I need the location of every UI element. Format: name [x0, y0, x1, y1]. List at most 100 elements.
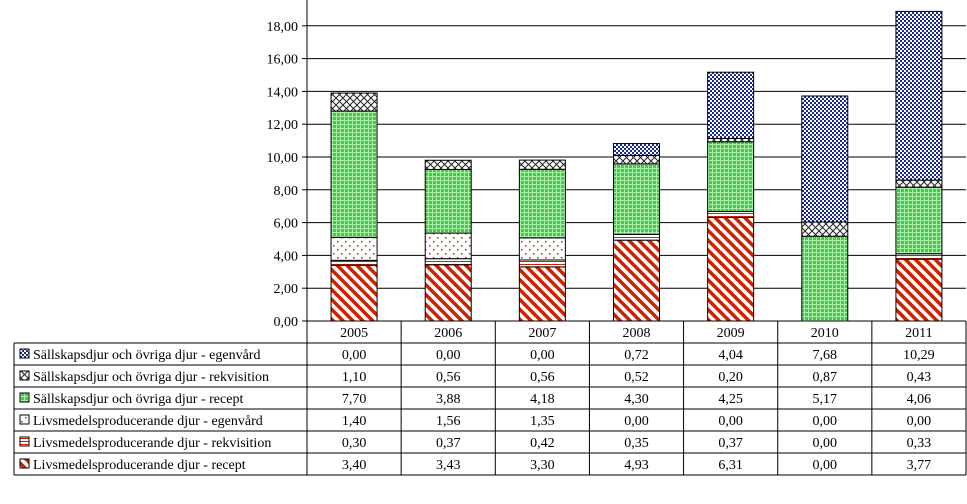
table-cell-value: 0,33 [907, 436, 932, 451]
table-cell-value: 3,40 [342, 458, 367, 473]
legend-label: Livsmedelsproducerande djur - egenvård [33, 414, 263, 429]
table-cell-value: 0,56 [530, 370, 555, 385]
bar-segment [330, 110, 378, 238]
bar-segment [518, 159, 566, 170]
table-cell-value: 3,43 [436, 458, 461, 473]
table-cell-value: 5,17 [813, 392, 838, 407]
y-tick-label: 18,00 [267, 20, 299, 35]
table-cell-value: 4,18 [530, 392, 555, 407]
table-cell-value: 0,72 [624, 348, 649, 363]
bar-segment [330, 236, 378, 261]
table-cell-value: 0,56 [436, 370, 461, 385]
x-category-label: 2005 [340, 326, 368, 341]
y-tick-label: 4,00 [274, 249, 299, 264]
bar-segment [895, 186, 943, 255]
bar-segment [424, 232, 472, 260]
table-cell-value: 3,77 [907, 458, 932, 473]
legend-key [19, 458, 30, 469]
table-cell-value: 0,00 [813, 458, 838, 473]
bar-segment [895, 179, 943, 188]
bar-segment [613, 233, 660, 241]
table-cell-value: 10,29 [903, 348, 935, 363]
legend-key [19, 414, 30, 425]
x-category-label: 2008 [623, 326, 651, 341]
bar-segment [518, 259, 566, 268]
x-category-label: 2010 [811, 326, 839, 341]
table-cell-value: 4,93 [624, 458, 649, 473]
table-cell-value: 6,31 [718, 458, 743, 473]
bar-segment [801, 95, 849, 223]
bar-segment [518, 237, 566, 261]
y-tick-label: 12,00 [267, 118, 299, 133]
table-cell-value: 0,00 [436, 348, 461, 363]
legend-key [19, 392, 30, 403]
bar-stack-2007 [518, 159, 566, 322]
legend-key [19, 436, 30, 447]
bars [330, 10, 943, 322]
table-cell-value: 4,25 [718, 392, 743, 407]
x-category-label: 2011 [905, 326, 932, 341]
table-cell-value: 0,43 [907, 370, 932, 385]
bar-segment [613, 154, 660, 165]
data-table: 2005 2006 2007 2008 2009 2010 2011 Sällskapsdju… [13, 320, 967, 476]
bar-stack-2009 [707, 71, 755, 322]
bar-segment [424, 168, 472, 234]
bar-segment [707, 217, 755, 322]
y-axis: 0,00 2,00 4,00 6,00 8,00 10,00 12,00 14,00 16,00… [267, 0, 308, 330]
table-cell-value: 4,30 [624, 392, 649, 407]
table-cell-value: 0,00 [624, 414, 649, 429]
bar-segment [330, 92, 378, 112]
table-cell-value: 1,56 [436, 414, 461, 429]
table-cell-value: 0,00 [530, 348, 555, 363]
table-cell-value: 0,00 [813, 414, 838, 429]
table-cell-value: 7,68 [813, 348, 838, 363]
table-cell-value: 1,40 [342, 414, 367, 429]
bar-segment [895, 258, 943, 322]
table-cell-value: 1,10 [342, 370, 367, 385]
bar-segment [895, 253, 943, 260]
bar-stack-2010 [801, 95, 849, 322]
bar-segment [330, 264, 378, 322]
y-tick-label: 16,00 [267, 53, 299, 68]
legend-key [19, 348, 30, 359]
table-cell-value: 0,35 [624, 436, 649, 451]
bar-stack-2005 [330, 92, 378, 322]
legend-label: Sällskapsdjur och övriga djur - egenvård [33, 348, 260, 363]
table-cell-value: 0,00 [718, 414, 743, 429]
bar-segment [424, 159, 472, 170]
y-tick-label: 2,00 [274, 282, 299, 297]
y-tick-label: 0,00 [274, 315, 299, 330]
table-cell-value: 3,88 [436, 392, 461, 407]
table-cell-value: 0,20 [718, 370, 743, 385]
bar-segment [707, 71, 755, 139]
legend-label: Livsmedelsproducerande djur - rekvisitio… [33, 436, 271, 451]
bar-segment [518, 266, 566, 322]
table-cell-value: 0,30 [342, 436, 367, 451]
table-cell-value: 0,37 [718, 436, 743, 451]
table-cell-value: 0,52 [624, 370, 649, 385]
bar-segment [707, 141, 755, 212]
table-cell-value: 4,04 [718, 348, 743, 363]
bar-segment [613, 239, 660, 322]
table-cell-value: 1,35 [530, 414, 555, 429]
table-cell-value: 0,37 [436, 436, 461, 451]
table-cell-value: 0,42 [530, 436, 555, 451]
bar-stack-2011 [895, 10, 943, 322]
table-cell-value: 0,87 [813, 370, 838, 385]
x-category-label: 2007 [528, 326, 556, 341]
y-tick-label: 14,00 [267, 85, 299, 100]
x-category-label: 2009 [717, 326, 745, 341]
bar-stack-2008 [613, 143, 660, 322]
y-tick-label: 6,00 [274, 217, 299, 232]
table-cell-value: 3,30 [530, 458, 555, 473]
bar-segment [330, 259, 378, 266]
y-tick-label: 10,00 [267, 151, 299, 166]
table-cell-value: 4,06 [907, 392, 932, 407]
y-tick-label: 8,00 [274, 184, 299, 199]
x-category-label: 2006 [434, 326, 462, 341]
legend-label: Livsmedelsproducerande djur - recept [33, 458, 246, 473]
table-cell-value: 0,00 [342, 348, 367, 363]
bar-segment [518, 168, 566, 239]
